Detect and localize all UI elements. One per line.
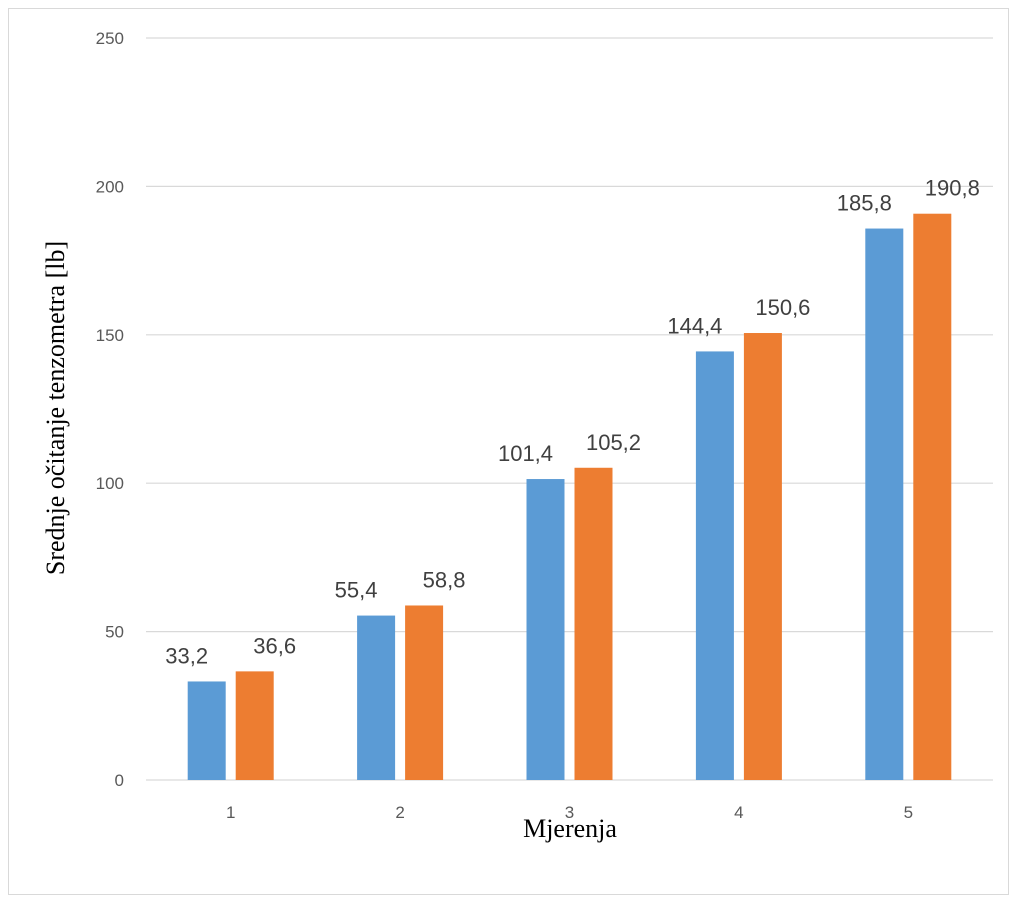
- data-label: 185,8: [837, 191, 892, 216]
- x-tick-label: 4: [734, 803, 743, 822]
- y-tick-label: 150: [96, 326, 124, 345]
- chart-frame: [8, 8, 1009, 895]
- y-axis-title: Srednje očitanje tenzometra [lb]: [41, 241, 70, 575]
- x-tick-label: 1: [226, 803, 235, 822]
- bar: [743, 333, 782, 780]
- y-tick-label: 0: [115, 771, 124, 790]
- data-label: 190,8: [925, 176, 980, 201]
- x-tick-label: 5: [904, 803, 913, 822]
- bar: [187, 681, 226, 780]
- y-tick-label: 200: [96, 177, 124, 196]
- y-tick-label: 250: [96, 29, 124, 48]
- data-label: 150,6: [755, 295, 810, 320]
- bar: [357, 615, 396, 780]
- bar: [913, 213, 952, 781]
- data-label: 144,4: [667, 313, 722, 338]
- data-labels: 33,2 36,6 55,4 58,8 101,4 105,2 144,4 150,6 185,…: [165, 176, 980, 669]
- data-label: 36,6: [253, 633, 296, 658]
- bar: [405, 605, 444, 780]
- bar: [865, 228, 904, 780]
- data-label: 55,4: [335, 578, 378, 603]
- data-label: 101,4: [498, 441, 553, 466]
- bars: [187, 213, 952, 781]
- x-tick-labels: 1 2 3 4 5: [226, 803, 913, 822]
- bar: [574, 467, 613, 780]
- y-tick-label: 50: [105, 623, 124, 642]
- x-tick-label: 3: [565, 803, 574, 822]
- x-tick-label: 2: [395, 803, 404, 822]
- y-tick-label: 100: [96, 474, 124, 493]
- y-tick-labels: 0 50 100 150 200 250: [96, 29, 124, 790]
- x-axis-title: Mjerenja: [523, 814, 617, 843]
- data-label: 105,2: [586, 430, 641, 455]
- data-label: 58,8: [423, 567, 466, 592]
- bar: [526, 479, 565, 780]
- data-label: 33,2: [165, 643, 208, 668]
- bar: [235, 671, 274, 780]
- gridlines: [146, 37, 993, 781]
- bar: [695, 351, 734, 780]
